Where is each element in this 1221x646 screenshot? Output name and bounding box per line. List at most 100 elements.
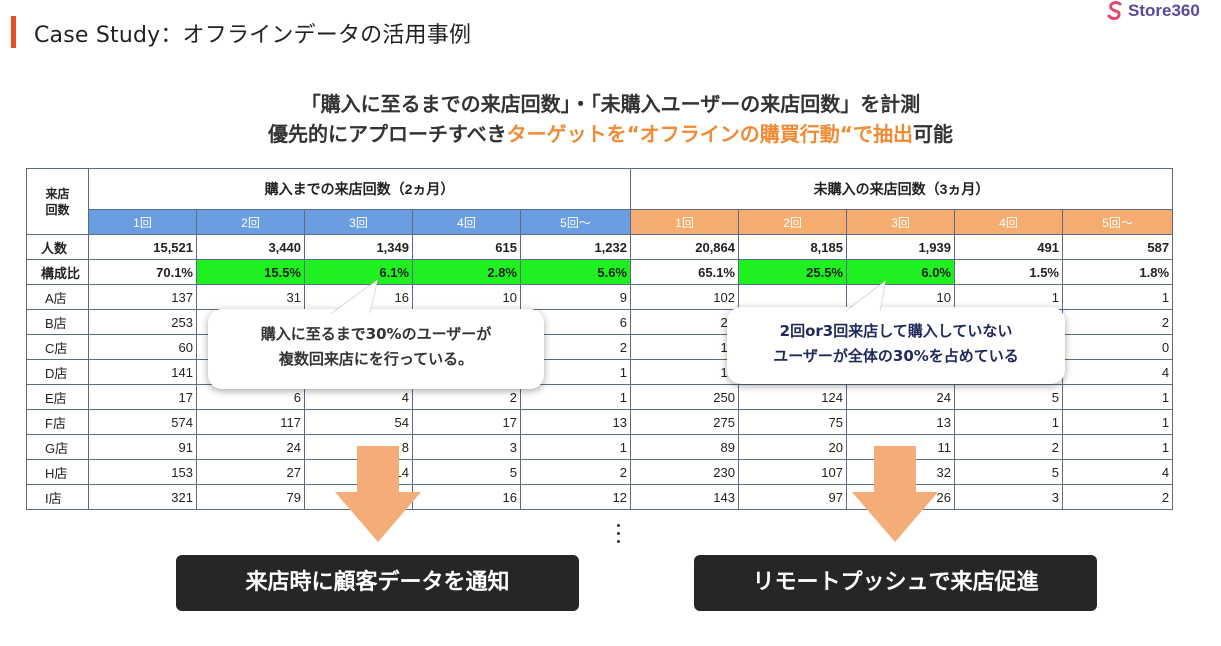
table-cell: 143 [630,484,739,510]
table-cell: 587 [1061,234,1174,260]
table-cell: 124 [738,384,847,410]
table-cell: 1 [520,434,631,460]
table-cell: 2 [520,459,631,485]
row-label: 構成比 [26,259,89,285]
table-cell: 574 [88,409,197,435]
row-label: D店 [26,359,89,385]
headline-prefix: 優先的にアプローチすべき [268,122,507,146]
summary-row: 人数 15,521 3,440 1,349 615 1,232 20,864 8,185 1,9… [26,234,1174,260]
summary-row: 構成比 70.1% 15.5% 6.1% 2.8% 5.6% 65.1% 25.5% 6.0% 1… [26,259,1174,285]
table-cell: 18 [630,334,739,360]
table-cell: 1 [1061,384,1174,410]
table-cell: 15.5% [196,259,305,285]
headline-line-2: 優先的にアプローチすべきターゲットを“オフラインの購買行動“で抽出可能 [0,118,1221,147]
table-cell: 10 [412,284,521,310]
table-cell: 13 [846,409,955,435]
table-cell: 141 [88,359,197,385]
col-header-unpurchased: 5回～ [1061,209,1174,235]
callout-purchased-line-1: 購入に至るまで30%のユーザーが [260,325,492,343]
table-cell: 54 [304,409,413,435]
corner-label-2: 回数 [45,202,70,217]
table-cell: 97 [738,484,847,510]
table-cell: 1.5% [954,259,1063,285]
headline-line-1: 「購入に至るまでの来店回数」・「未購入ユーザーの来店回数」を計測 [300,92,921,116]
table-cell: 2 [1061,309,1174,335]
group-header-unpurchased: 未購入の来店回数（3ヵ月） [629,168,1174,210]
col-header-purchased: 3回 [304,209,413,235]
col-header-purchased: 5回～ [520,209,631,235]
table-cell: 153 [88,459,197,485]
callout-purchased-line-2: 複数回来店にを行っている。 [278,350,474,368]
table-cell: 491 [954,234,1063,260]
table-row: F店 574 117 54 17 13 275 75 13 1 1 [26,409,1174,435]
table-cell: 5 [954,459,1063,485]
callout-purchased-tail [331,277,379,314]
title-accent-bar [11,16,16,48]
table-cell: 230 [630,459,739,485]
callout-unpurchased-line-1: 2回or3回来店して購入していない [779,322,1013,340]
table-cell: 1,349 [304,234,413,260]
table-row: G店 91 24 8 3 1 89 20 11 2 1 [26,434,1174,460]
table-cell: 13 [520,409,631,435]
table-cell: 27 [196,459,305,485]
table-cell: 24 [846,384,955,410]
table-cell: 1 [520,384,631,410]
table-cell: 1 [1061,409,1174,435]
row-label: C店 [26,334,89,360]
table-cell: 615 [412,234,521,260]
table-cell: 15,521 [88,234,197,260]
table-cell: 79 [196,484,305,510]
action-notify-customer-data: 来店時に顧客データを通知 [176,555,579,611]
row-label: E店 [26,384,89,410]
table-cell: 0 [1061,334,1174,360]
table-cell: 89 [630,434,739,460]
row-label: H店 [26,459,89,485]
row-label: F店 [26,409,89,435]
row-label: I店 [26,484,89,510]
row-label: 人数 [26,234,89,260]
action-remote-push: リモートプッシュで来店促進 [694,555,1097,611]
table-cell: 250 [630,384,739,410]
table-cell: 20,864 [630,234,739,260]
callout-unpurchased-line-2: ユーザーが全体の30%を占めている [773,347,1019,365]
table-cell: 5 [954,384,1063,410]
table-cell: 253 [88,309,197,335]
table-cell: 70.1% [88,259,197,285]
table-cell: 65.1% [630,259,739,285]
table-cell: 1 [1061,284,1174,310]
row-label: G店 [26,434,89,460]
table-cell [738,284,847,310]
headline-highlight: ターゲットを“オフラインの購買行動“で抽出 [506,122,913,146]
group-header-purchased: 購入までの来店回数（2ヵ月） [88,168,631,210]
table-cell: 107 [738,459,847,485]
table-cell: 20 [738,434,847,460]
down-arrow-left-icon [335,446,421,542]
table-cell: 3 [412,434,521,460]
table-cell: 2 [954,434,1063,460]
table-cell: 60 [88,334,197,360]
col-header-purchased: 2回 [196,209,305,235]
table-cell: 91 [88,434,197,460]
table-cell: 117 [196,409,305,435]
table-cell: 12 [520,484,631,510]
table-cell: 31 [196,284,305,310]
table-cell: 2.8% [412,259,521,285]
table-cell: 5 [412,459,521,485]
corner-label-1: 来店 [45,186,70,201]
table-cell: 1 [954,409,1063,435]
table-cell: 1 [1061,434,1174,460]
table-cell: 1,232 [520,234,631,260]
col-header-unpurchased: 3回 [846,209,955,235]
table-cell: 1 [954,284,1063,310]
col-header-unpurchased: 4回 [954,209,1063,235]
table-row: I店 321 79 16 12 143 97 26 3 2 [26,484,1174,510]
table-cell: 6.1% [304,259,413,285]
table-cell: 137 [88,284,197,310]
table-cell: 17 [88,384,197,410]
table-cell: 8,185 [738,234,847,260]
table-cell: 17 [412,409,521,435]
table-cell: 16 [412,484,521,510]
vertical-ellipsis-icon [617,524,623,548]
table-cell: 4 [1061,359,1174,385]
table-row: H店 153 27 14 5 2 230 107 32 5 4 [26,459,1174,485]
